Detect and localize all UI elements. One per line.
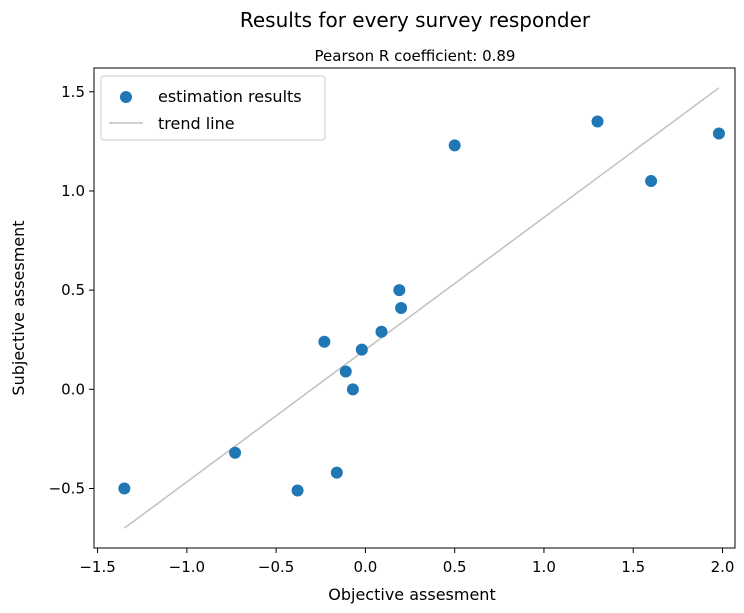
x-tick-label: −0.5 [258, 558, 294, 576]
chart-title: Results for every survey responder [240, 8, 591, 32]
chart-subtitle: Pearson R coefficient: 0.89 [315, 47, 516, 65]
x-tick-label: 0.5 [443, 558, 467, 576]
legend-label-estimation-results: estimation results [158, 87, 302, 106]
data-point [712, 127, 725, 140]
data-point [339, 365, 352, 378]
data-point [375, 325, 388, 338]
data-point [318, 335, 331, 348]
x-tick-label: 0.0 [353, 558, 377, 576]
data-point [330, 466, 343, 479]
data-point [591, 115, 604, 128]
legend-label-trend-line: trend line [158, 114, 235, 133]
plot-frame [93, 67, 736, 549]
data-point [448, 139, 461, 152]
axis-ticks: −1.5 −1.0 −0.5 0.0 0.5 1.0 1.5 2.0 −0.5 0.0 0.5 1.0… [49, 83, 735, 576]
plot-marks [118, 87, 725, 529]
x-tick-label: 1.0 [532, 558, 556, 576]
trend-line [123, 87, 720, 529]
x-tick-label: −1.0 [169, 558, 205, 576]
data-point [346, 383, 359, 396]
y-tick-label: −0.5 [49, 479, 85, 497]
x-tick-label: −1.5 [79, 558, 115, 576]
y-tick-label: 1.0 [61, 182, 85, 200]
data-point [118, 482, 131, 495]
x-tick-label: 1.5 [621, 558, 645, 576]
data-point [395, 302, 408, 314]
data-point [355, 343, 368, 356]
y-tick-label: 0.0 [61, 380, 85, 398]
legend-frame [100, 75, 326, 141]
data-point [393, 284, 406, 297]
y-axis-label: Subjective assesment [9, 220, 28, 395]
legend: estimation results trend line [100, 75, 326, 141]
y-tick-label: 1.5 [61, 83, 85, 101]
x-axis-label: Objective assesment [328, 585, 495, 604]
y-tick-label: 0.5 [61, 281, 85, 299]
data-point [229, 446, 242, 459]
data-point [645, 175, 658, 188]
legend-marker-estimation-results [120, 91, 132, 103]
x-tick-label: 2.0 [711, 558, 735, 576]
data-point [291, 484, 304, 497]
